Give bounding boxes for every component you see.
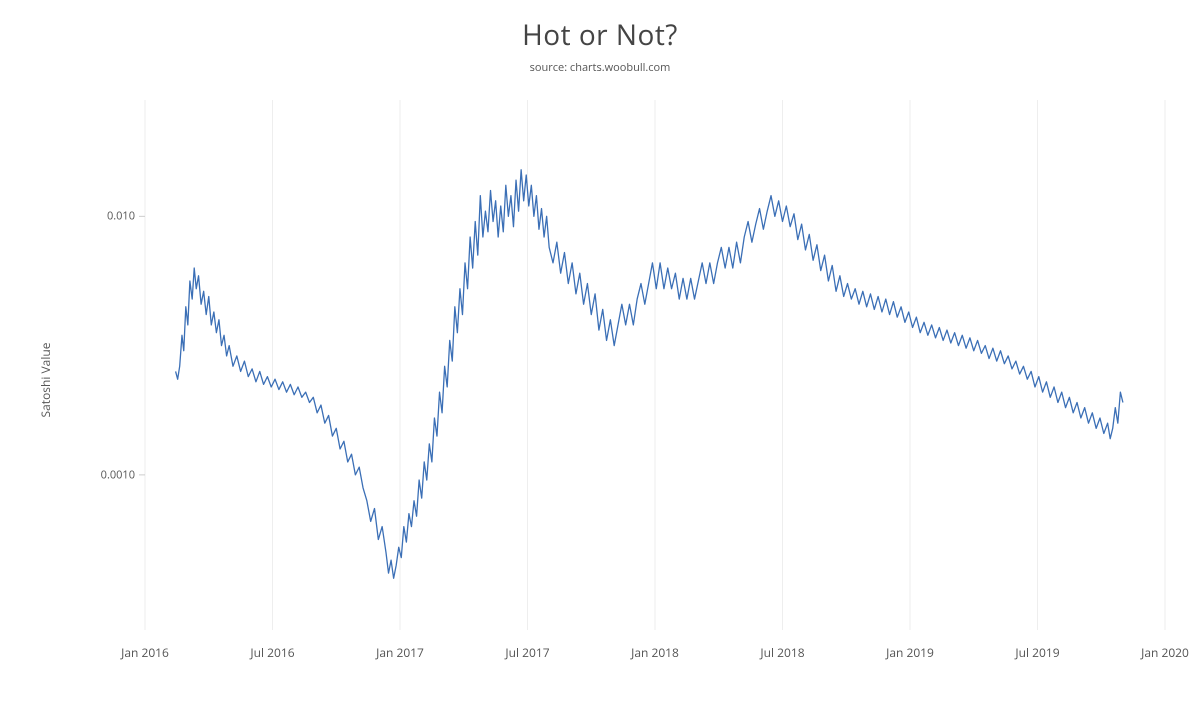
xtick-label: Jan 2016 bbox=[121, 644, 169, 661]
chart-subtitle: source: charts.woobull.com bbox=[0, 60, 1200, 75]
xtick-label: Jul 2017 bbox=[505, 644, 549, 661]
ytick-label: 0.010 bbox=[75, 209, 135, 224]
chart-area: Satoshi Value 0.0010 0.010 Jan 2016 Jul 201… bbox=[0, 90, 1200, 670]
xtick-label: Jul 2018 bbox=[760, 644, 804, 661]
xtick-label: Jan 2019 bbox=[886, 644, 934, 661]
xtick-label: Jul 2016 bbox=[250, 644, 294, 661]
xtick-label: Jul 2019 bbox=[1015, 644, 1059, 661]
xtick-label: Jan 2020 bbox=[1141, 644, 1189, 661]
line-chart-svg bbox=[0, 90, 1200, 670]
ytick-label: 0.0010 bbox=[75, 467, 135, 482]
y-axis-label: Satoshi Value bbox=[37, 343, 54, 418]
chart-title: Hot or Not? bbox=[0, 16, 1200, 54]
xtick-label: Jan 2017 bbox=[376, 644, 424, 661]
series-line-satoshi-value bbox=[176, 170, 1123, 578]
xtick-label: Jan 2018 bbox=[631, 644, 679, 661]
